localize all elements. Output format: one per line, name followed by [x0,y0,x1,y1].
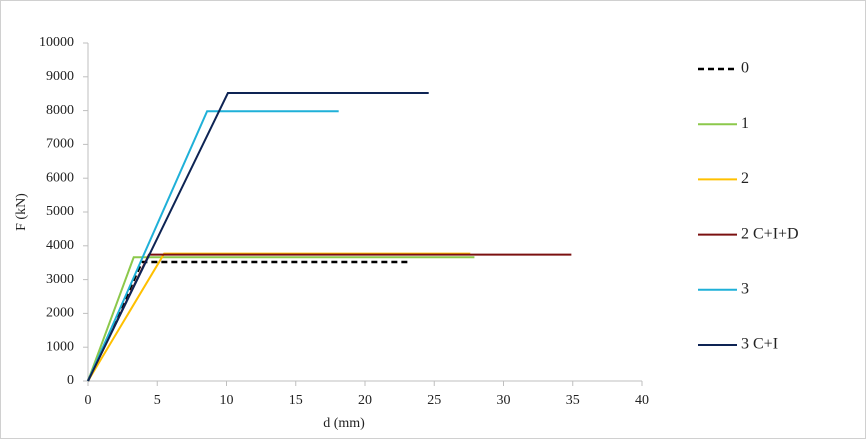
y-tick-label: 0 [67,373,74,388]
series-line [87,92,429,382]
y-tick-label: 1000 [46,339,74,354]
legend-label: 3 C+I [741,336,778,353]
y-tick-label: 3000 [46,272,74,287]
y-tick-label: 8000 [46,103,74,118]
x-tick-label: 20 [358,393,372,408]
x-tick-label: 25 [427,393,441,408]
y-tick-label: 4000 [46,238,74,253]
legend-label: 3 [741,280,749,297]
y-tick-label: 9000 [46,69,74,84]
x-tick-label: 15 [289,393,303,408]
y-tick-label: 2000 [46,306,74,321]
y-tick-label: 5000 [46,204,74,219]
legend-label: 2 [741,170,749,187]
y-tick-label: 7000 [46,137,74,152]
series-line [87,252,471,382]
series-line [87,110,339,382]
legend-label: 1 [741,115,749,132]
y-axis-title: F (kN) [14,193,29,231]
y-tick-label: 6000 [46,170,74,185]
legend-label: 0 [741,60,749,77]
x-tick-label: 5 [154,393,161,408]
series-line [87,256,475,382]
x-tick-label: 35 [566,393,580,408]
legend-label: 2 C+I+D [741,225,799,242]
x-tick-label: 0 [85,393,92,408]
x-tick-label: 10 [220,393,234,408]
x-axis-title: d (mm) [323,416,365,431]
x-tick-label: 40 [635,393,649,408]
y-tick-label: 10000 [39,35,74,50]
x-tick-label: 30 [497,393,511,408]
